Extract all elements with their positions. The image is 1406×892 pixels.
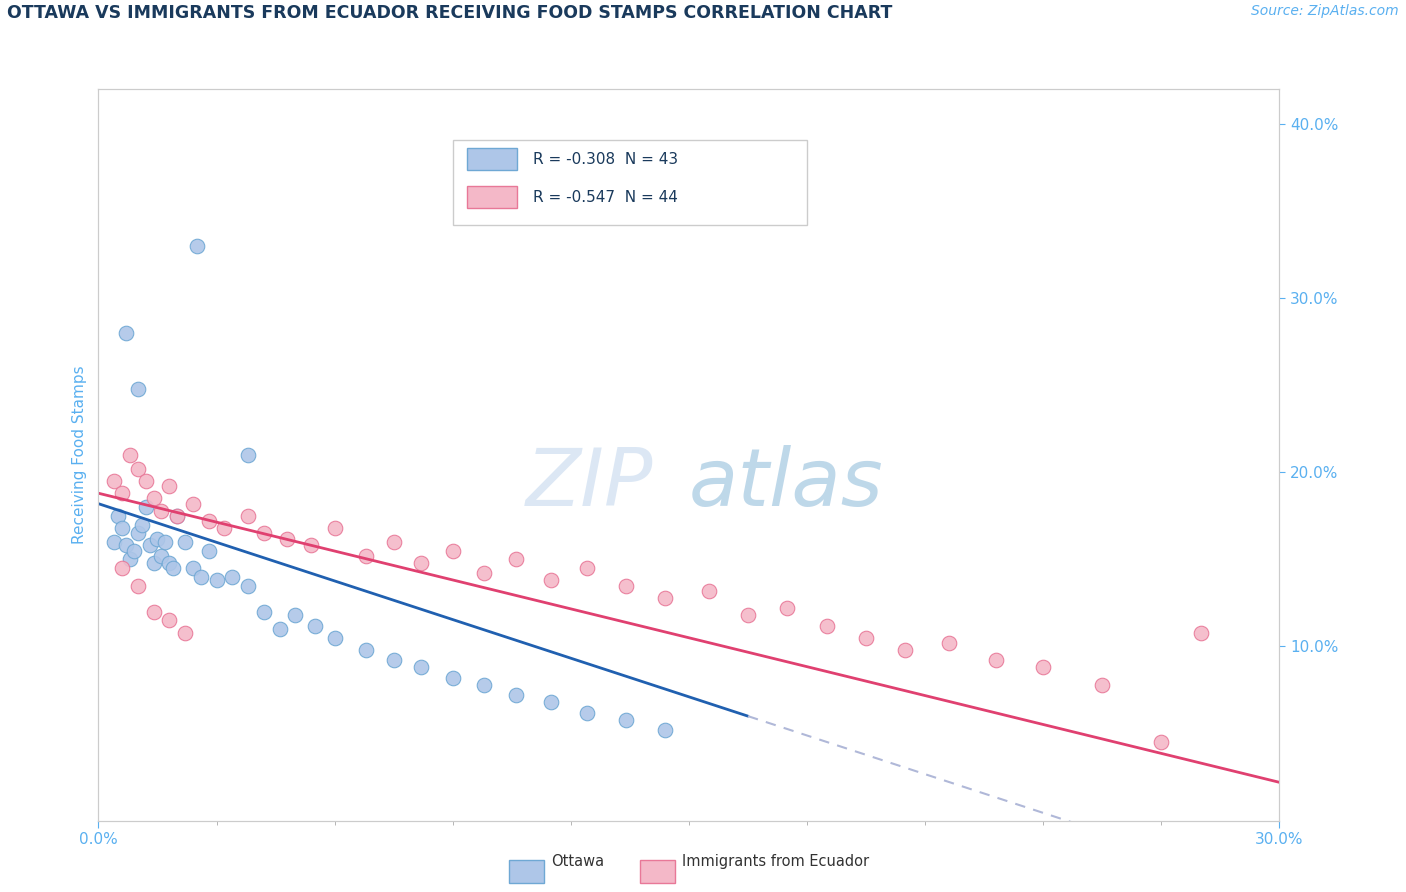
Y-axis label: Receiving Food Stamps: Receiving Food Stamps xyxy=(72,366,87,544)
Point xyxy=(575,706,598,720)
Point xyxy=(472,678,495,692)
Point xyxy=(284,608,307,623)
Text: Ottawa: Ottawa xyxy=(551,854,605,869)
Point xyxy=(984,653,1007,667)
Point xyxy=(150,503,173,517)
Point xyxy=(540,695,562,709)
Point xyxy=(737,608,759,623)
Text: Immigrants from Ecuador: Immigrants from Ecuador xyxy=(682,854,869,869)
Point xyxy=(186,239,208,253)
Point xyxy=(197,543,219,558)
Point xyxy=(382,535,405,549)
Point xyxy=(236,578,259,592)
Point xyxy=(441,671,464,685)
Point xyxy=(122,543,145,558)
Point xyxy=(505,688,527,702)
Point xyxy=(138,539,160,553)
Point xyxy=(575,561,598,575)
Point xyxy=(323,521,346,535)
Point xyxy=(103,535,125,549)
FancyBboxPatch shape xyxy=(467,186,516,209)
Point xyxy=(111,486,134,500)
Point xyxy=(111,521,134,535)
Point xyxy=(472,566,495,581)
Point xyxy=(938,636,960,650)
Point xyxy=(253,605,276,619)
Point xyxy=(654,591,676,605)
Point xyxy=(654,723,676,737)
Point xyxy=(107,508,129,523)
Point xyxy=(697,583,720,598)
Point xyxy=(236,448,259,462)
Point xyxy=(776,601,799,615)
Point xyxy=(894,643,917,657)
Point xyxy=(142,491,165,506)
Point xyxy=(111,561,134,575)
Point xyxy=(214,521,236,535)
Point xyxy=(1189,625,1212,640)
Point xyxy=(174,535,197,549)
Point xyxy=(1091,678,1114,692)
Point xyxy=(441,543,464,558)
Point xyxy=(150,549,173,563)
Point xyxy=(181,561,204,575)
Point xyxy=(118,448,141,462)
Point xyxy=(236,508,259,523)
Point xyxy=(540,574,562,588)
Point xyxy=(146,532,169,546)
Point xyxy=(162,561,184,575)
Point xyxy=(127,382,149,396)
Point xyxy=(1032,660,1054,674)
Point xyxy=(190,570,212,584)
Point xyxy=(1150,735,1173,749)
Point xyxy=(205,574,228,588)
Point xyxy=(505,552,527,566)
Point xyxy=(269,622,291,636)
Text: R = -0.547  N = 44: R = -0.547 N = 44 xyxy=(533,190,678,205)
Point xyxy=(411,660,433,674)
Point xyxy=(354,549,377,563)
Point xyxy=(142,605,165,619)
Point xyxy=(155,535,177,549)
Point xyxy=(614,578,637,592)
Point xyxy=(411,556,433,570)
Point xyxy=(157,556,180,570)
Point xyxy=(323,631,346,645)
Text: OTTAWA VS IMMIGRANTS FROM ECUADOR RECEIVING FOOD STAMPS CORRELATION CHART: OTTAWA VS IMMIGRANTS FROM ECUADOR RECEIV… xyxy=(7,4,893,22)
Point xyxy=(157,479,180,493)
Point xyxy=(127,462,149,476)
Text: atlas: atlas xyxy=(689,445,884,524)
Point xyxy=(118,552,141,566)
Point xyxy=(382,653,405,667)
Point xyxy=(127,526,149,541)
FancyBboxPatch shape xyxy=(453,140,807,225)
Point xyxy=(299,539,322,553)
Point xyxy=(304,618,326,632)
Point xyxy=(855,631,877,645)
Point xyxy=(135,500,157,515)
Point xyxy=(115,326,138,340)
Point xyxy=(135,474,157,488)
Point xyxy=(103,474,125,488)
Text: ZIP: ZIP xyxy=(526,445,654,524)
Point xyxy=(221,570,243,584)
Point xyxy=(354,643,377,657)
Point xyxy=(131,517,153,532)
Point xyxy=(276,532,298,546)
Point xyxy=(253,526,276,541)
Point xyxy=(181,497,204,511)
Point xyxy=(157,613,180,627)
Text: Source: ZipAtlas.com: Source: ZipAtlas.com xyxy=(1251,4,1399,19)
Point xyxy=(174,625,197,640)
Point xyxy=(614,713,637,727)
Text: R = -0.308  N = 43: R = -0.308 N = 43 xyxy=(533,152,678,167)
Point xyxy=(815,618,838,632)
Point xyxy=(127,578,149,592)
Point xyxy=(115,539,138,553)
Point xyxy=(197,514,219,528)
Point xyxy=(166,508,188,523)
Point xyxy=(142,556,165,570)
FancyBboxPatch shape xyxy=(467,148,516,170)
Point xyxy=(166,508,188,523)
